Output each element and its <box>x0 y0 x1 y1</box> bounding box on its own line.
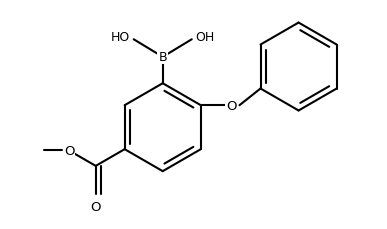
Text: OH: OH <box>195 31 214 44</box>
Text: O: O <box>91 200 101 213</box>
Text: O: O <box>226 99 237 112</box>
Text: HO: HO <box>111 31 130 44</box>
Text: O: O <box>64 144 74 157</box>
Text: B: B <box>158 51 167 64</box>
